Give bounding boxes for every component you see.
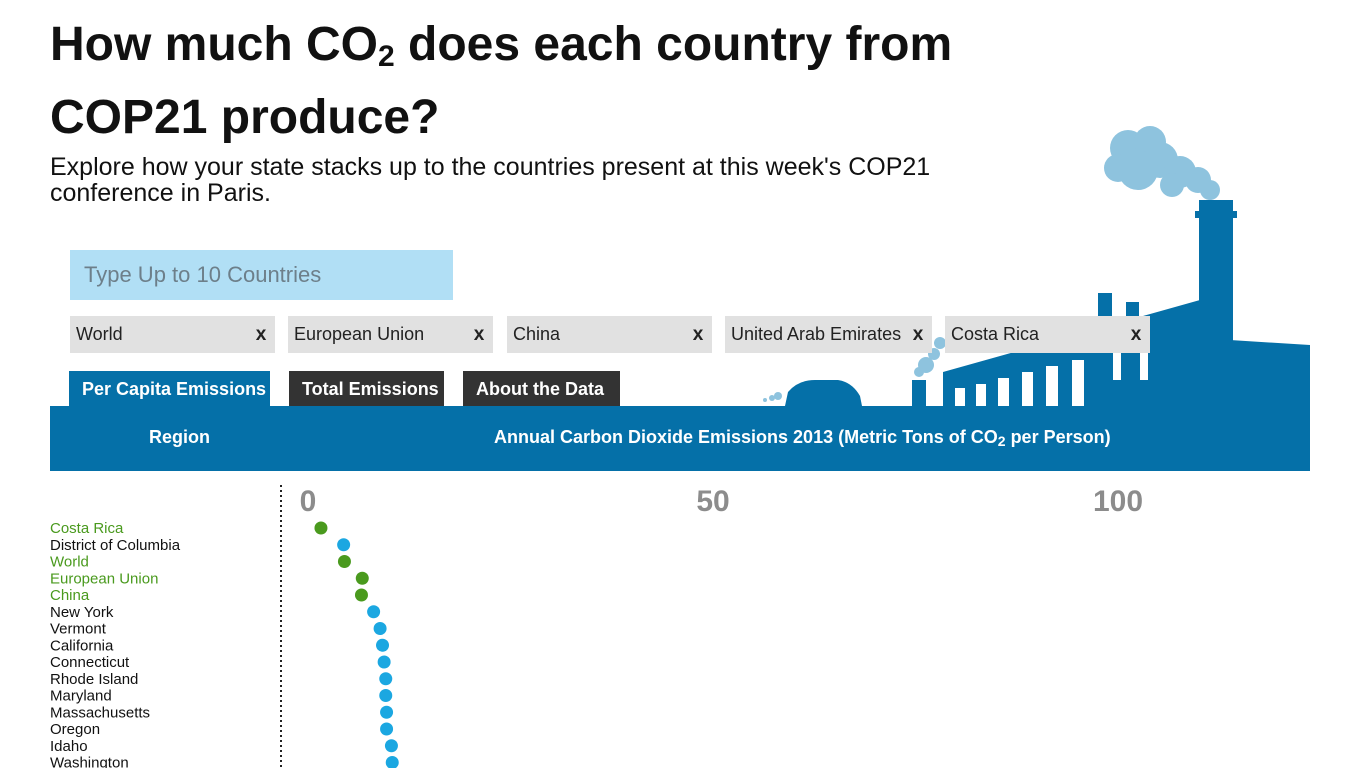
emission-data-point[interactable]	[380, 705, 394, 719]
title-text-part2: does each country from COP21 produce?	[50, 18, 953, 144]
metric-header-part2: per Person)	[1005, 427, 1111, 447]
country-search-input[interactable]	[70, 250, 453, 300]
emission-data-point[interactable]	[354, 588, 368, 602]
tab-total-emissions[interactable]: Total Emissions	[289, 371, 444, 406]
x-tick-label: 50	[696, 485, 729, 518]
remove-chip-button[interactable]: x	[255, 323, 267, 345]
x-tick-label: 100	[1093, 485, 1143, 518]
region-row-label: China	[50, 587, 90, 604]
emission-data-point[interactable]	[376, 638, 390, 652]
remove-chip-button[interactable]: x	[1130, 323, 1142, 345]
region-row-label: European Union	[50, 570, 158, 587]
chip-label: European Union	[294, 324, 425, 344]
region-row-label: World	[50, 554, 89, 571]
smoke-cloud-icon	[914, 126, 1220, 377]
country-chip-costa-rica: Costa Rica x	[945, 316, 1150, 353]
emission-data-point[interactable]	[379, 672, 393, 686]
emission-data-point[interactable]	[337, 538, 351, 552]
emission-data-point[interactable]	[377, 655, 391, 669]
country-chip-european-union: European Union x	[288, 316, 493, 353]
region-row-label: Massachusetts	[50, 704, 150, 721]
tab-about-the-data[interactable]: About the Data	[463, 371, 620, 406]
chip-label: Costa Rica	[951, 324, 1040, 344]
emission-data-point[interactable]	[314, 521, 328, 535]
emission-data-point[interactable]	[367, 605, 381, 619]
page-title: How much CO2 does each country from COP2…	[50, 14, 980, 148]
region-row-label: Costa Rica	[50, 520, 124, 537]
region-row-label: Vermont	[50, 621, 107, 638]
region-row-label: Maryland	[50, 688, 112, 705]
region-row-label: Connecticut	[50, 654, 130, 671]
tab-per-capita-emissions[interactable]: Per Capita Emissions	[69, 371, 270, 406]
emission-data-point[interactable]	[373, 622, 387, 635]
emission-data-point[interactable]	[385, 756, 399, 768]
metric-header-part1: Annual Carbon Dioxide Emissions 2013 (Me…	[494, 427, 998, 447]
emission-data-point[interactable]	[379, 689, 393, 702]
chip-label: United Arab Emirates	[731, 324, 902, 344]
region-row-label: Washington	[50, 755, 129, 768]
emission-data-point[interactable]	[337, 555, 351, 568]
page-subtitle: Explore how your state stacks up to the …	[50, 153, 931, 207]
remove-chip-button[interactable]: x	[692, 323, 704, 345]
region-row-label: New York	[50, 604, 114, 621]
remove-chip-button[interactable]: x	[912, 323, 924, 345]
region-column-header: Region	[149, 427, 210, 447]
title-text-part1: How much CO	[50, 18, 379, 71]
region-row-label: Idaho	[50, 738, 88, 755]
metric-column-header: Annual Carbon Dioxide Emissions 2013 (Me…	[494, 427, 1111, 449]
factory-illustration-icon	[763, 126, 1310, 406]
remove-chip-button[interactable]: x	[473, 323, 485, 345]
emission-data-point[interactable]	[380, 722, 394, 736]
emission-data-point[interactable]	[384, 739, 398, 753]
region-row-label: California	[50, 637, 114, 654]
metric-header-subscript: 2	[997, 433, 1006, 449]
region-row-label: District of Columbia	[50, 537, 181, 554]
x-tick-label: 0	[300, 485, 317, 518]
region-row-label: Oregon	[50, 721, 100, 738]
table-header: Region Annual Carbon Dioxide Emissions 2…	[50, 406, 1310, 471]
region-row-label: Rhode Island	[50, 671, 138, 688]
country-chip-world: World x	[70, 316, 275, 353]
chip-label: China	[513, 324, 561, 344]
emission-data-point[interactable]	[355, 571, 369, 585]
country-chip-united-arab-emirates: United Arab Emirates x	[725, 316, 932, 353]
title-subscript: 2	[378, 40, 395, 73]
chip-label: World	[76, 324, 123, 344]
country-chip-china: China x	[507, 316, 712, 353]
